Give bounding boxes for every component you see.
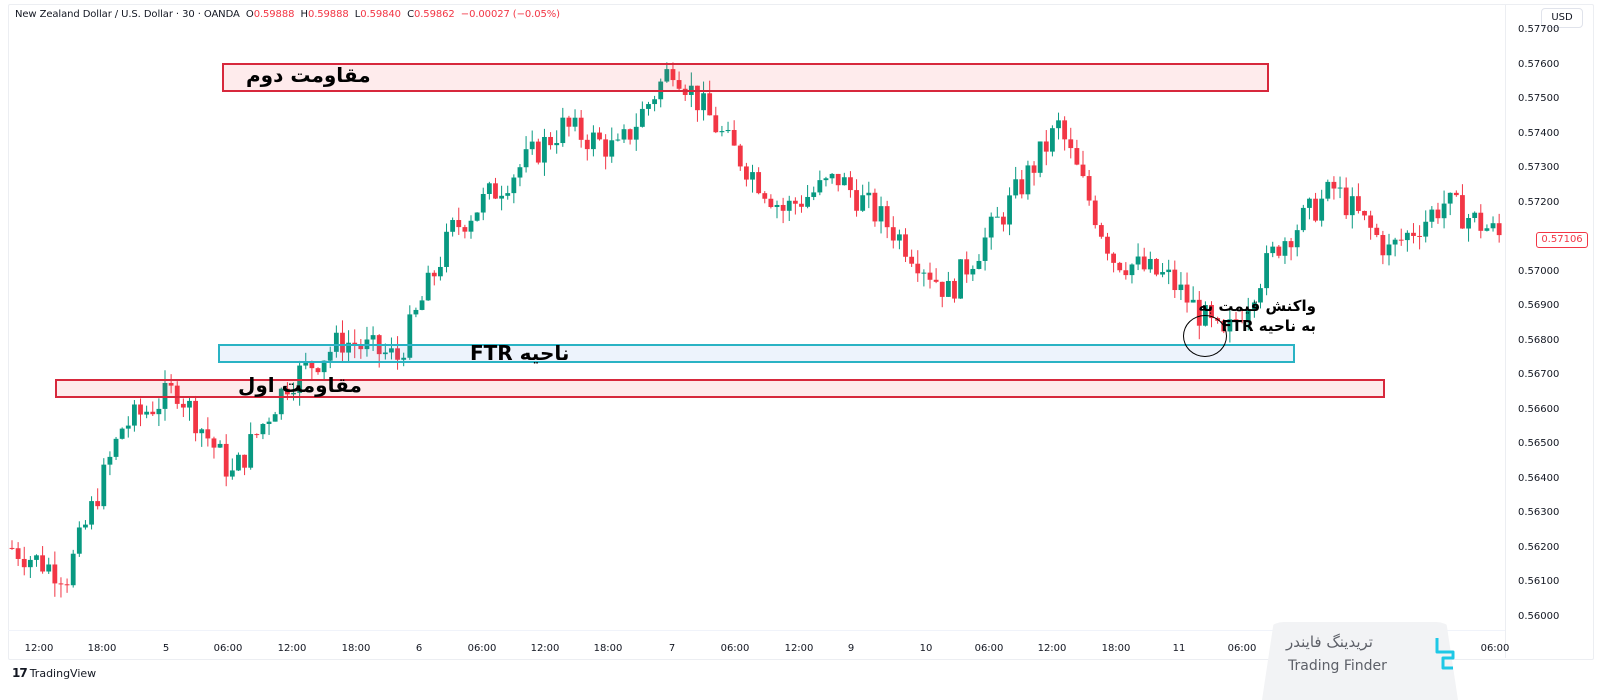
time-tick: 6 xyxy=(415,643,423,654)
close-value: 0.59862 xyxy=(413,9,455,20)
time-tick: 06:00 xyxy=(1227,643,1257,654)
time-tick: 12:00 xyxy=(1037,643,1067,654)
open-label: O xyxy=(245,9,254,20)
price-tick: 0.56400 xyxy=(1518,472,1560,484)
time-tick: 11 xyxy=(1172,643,1186,654)
trading-finder-watermark xyxy=(1262,622,1458,700)
low-label: L xyxy=(354,9,361,20)
time-tick: 06:00 xyxy=(213,643,243,654)
time-tick: 10 xyxy=(919,643,933,654)
open-value: 0.59888 xyxy=(253,9,295,20)
price-tick: 0.57000 xyxy=(1518,265,1560,277)
watermark-persian-text: تریدینگ فایندر xyxy=(1286,633,1373,651)
price-tick: 0.56800 xyxy=(1518,334,1560,346)
time-tick: 18:00 xyxy=(341,643,371,654)
time-tick: 12:00 xyxy=(24,643,54,654)
time-tick: 06:00 xyxy=(720,643,750,654)
high-value: 0.59888 xyxy=(307,9,349,20)
high-label: H xyxy=(300,9,309,20)
price-tick: 0.56300 xyxy=(1518,507,1560,519)
price-tick: 0.56600 xyxy=(1518,403,1560,415)
time-tick: 5 xyxy=(162,643,170,654)
time-tick: 9 xyxy=(847,643,855,654)
time-tick: 18:00 xyxy=(87,643,117,654)
price-tick: 0.57300 xyxy=(1518,162,1560,174)
chart-frame xyxy=(8,4,1594,660)
last-price-label: 0.57106 xyxy=(1536,232,1588,248)
time-tick: 12:00 xyxy=(530,643,560,654)
time-tick: 7 xyxy=(668,643,676,654)
time-tick: 06:00 xyxy=(1480,643,1510,654)
watermark-english-text: Trading Finder xyxy=(1288,658,1387,674)
tradingview-logo[interactable]: 17 TradingView xyxy=(12,666,96,680)
price-tick: 0.57200 xyxy=(1518,196,1560,208)
change-value: −0.00027 (−0.05%) xyxy=(460,9,560,20)
time-tick: 06:00 xyxy=(974,643,1004,654)
close-label: C xyxy=(407,9,414,20)
price-tick: 0.57500 xyxy=(1518,93,1560,105)
time-tick: 18:00 xyxy=(1101,643,1131,654)
price-reaction-annotation: واکنش قیمت به به ناحیه FTR xyxy=(1198,296,1317,336)
second-resistance-label: مقاومت دوم xyxy=(246,63,371,87)
symbol-title[interactable]: New Zealand Dollar / U.S. Dollar · 30 · … xyxy=(15,9,240,20)
currency-button[interactable]: USD xyxy=(1541,8,1583,28)
reaction-circle-marker xyxy=(1183,315,1227,357)
time-tick: 18:00 xyxy=(593,643,623,654)
price-tick: 0.56500 xyxy=(1518,438,1560,450)
first-resistance-label: مقاومت اول xyxy=(238,373,362,397)
first-resistance-zone[interactable] xyxy=(55,379,1385,398)
tradingview-wordmark: TradingView xyxy=(29,666,97,680)
symbol-legend: New Zealand Dollar / U.S. Dollar · 30 · … xyxy=(15,9,560,20)
low-value: 0.59840 xyxy=(360,9,401,20)
price-reaction-line1: واکنش قیمت به xyxy=(1198,297,1316,315)
price-axis[interactable] xyxy=(1505,4,1593,658)
price-tick: 0.56100 xyxy=(1518,576,1560,588)
time-axis-divider xyxy=(8,630,1505,631)
time-tick: 12:00 xyxy=(277,643,307,654)
price-tick: 0.56200 xyxy=(1518,541,1560,553)
price-tick: 0.56900 xyxy=(1518,300,1560,312)
time-tick: 06:00 xyxy=(467,643,497,654)
ftr-zone-label: ناحیه FTR xyxy=(470,341,570,365)
price-tick: 0.57700 xyxy=(1518,24,1560,35)
price-tick: 0.57600 xyxy=(1518,58,1560,70)
price-reaction-line2: به ناحیه FTR xyxy=(1221,317,1317,335)
trading-finder-logo-icon xyxy=(1435,638,1455,670)
second-resistance-zone[interactable] xyxy=(222,63,1269,92)
ftr-zone[interactable] xyxy=(218,344,1295,363)
tradingview-mark-icon: 17 xyxy=(12,666,28,680)
price-tick: 0.57400 xyxy=(1518,127,1560,139)
time-tick: 12:00 xyxy=(784,643,814,654)
price-tick: 0.56700 xyxy=(1518,369,1560,381)
price-tick: 0.56000 xyxy=(1518,611,1560,622)
